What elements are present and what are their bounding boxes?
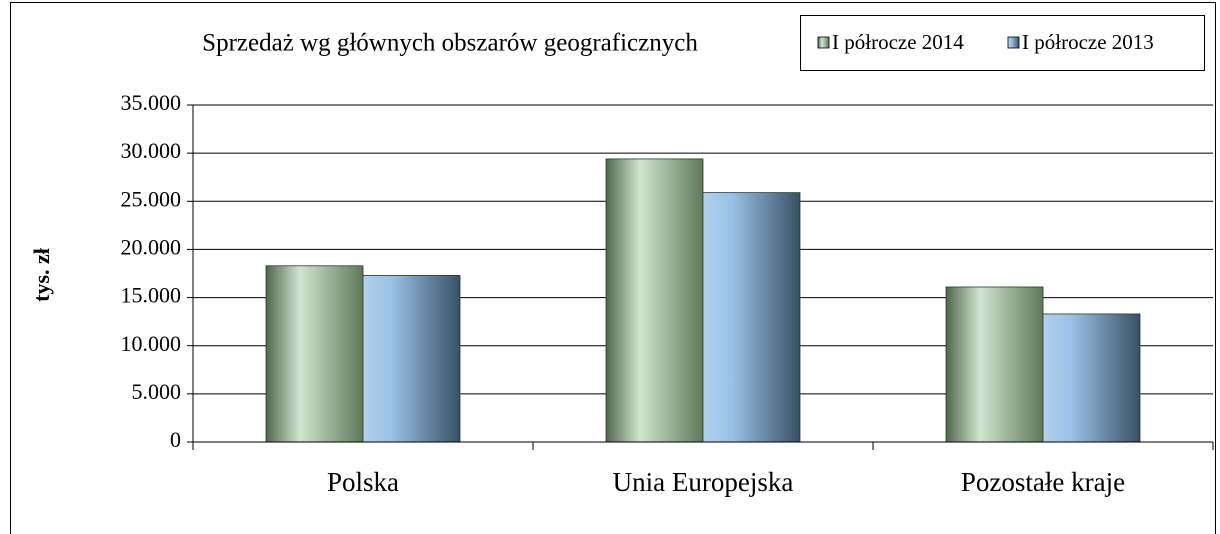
y-tick-label: 30.000 (121, 138, 182, 163)
y-tick-label: 10.000 (121, 331, 182, 356)
legend-swatch (1007, 36, 1020, 49)
y-tick-label: 20.000 (121, 234, 182, 259)
y-tick-label: 15.000 (121, 283, 182, 308)
y-tick-label: 5.000 (132, 379, 182, 404)
bar (605, 158, 704, 443)
y-tick-label: 25.000 (121, 186, 182, 211)
legend-label: I półrocze 2014 (832, 30, 964, 54)
bar (1042, 313, 1141, 443)
x-tick-label: Pozostałe kraje (961, 467, 1125, 497)
legend-swatch (817, 36, 830, 49)
y-tick-label: 35.000 (121, 90, 182, 115)
x-tick-label: Polska (327, 467, 399, 497)
bar (362, 275, 461, 443)
legend-label: I półrocze 2013 (1022, 30, 1154, 54)
chart-frame (10, 2, 1216, 534)
bar (702, 192, 801, 443)
legend-box (800, 15, 1205, 71)
y-tick-label: 0 (170, 427, 181, 452)
x-tick-label: Unia Europejska (613, 467, 794, 497)
bar (265, 265, 364, 443)
y-axis-label: tys. zł (29, 248, 54, 302)
chart-title: Sprzedaż wg głównych obszarów geograficz… (202, 30, 698, 57)
bar (945, 286, 1044, 443)
